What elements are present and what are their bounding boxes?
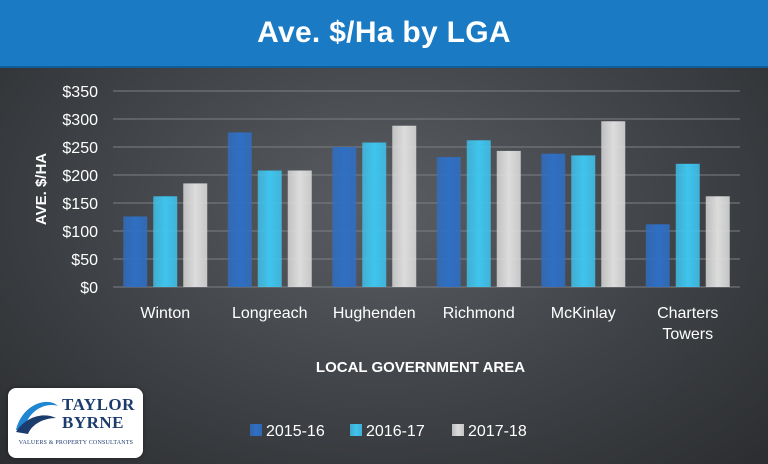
y-tick-label: $0 bbox=[80, 280, 98, 297]
bar bbox=[362, 142, 387, 287]
bar bbox=[571, 155, 596, 287]
logo-name-line2: BYRNE bbox=[62, 413, 125, 432]
legend-label: 2017-18 bbox=[468, 423, 527, 440]
bar bbox=[287, 170, 312, 287]
y-tick-label: $100 bbox=[62, 224, 98, 241]
legend-swatch bbox=[350, 424, 362, 436]
bar bbox=[257, 170, 282, 287]
y-tick-label: $350 bbox=[62, 84, 98, 101]
bar bbox=[675, 163, 700, 287]
bar bbox=[392, 125, 417, 287]
bar bbox=[332, 147, 357, 287]
logo-name: TAYLOR BYRNE bbox=[62, 396, 140, 432]
bar bbox=[227, 132, 252, 287]
bar bbox=[466, 140, 491, 287]
legend-swatch bbox=[250, 424, 262, 436]
x-category-label: Hughenden bbox=[333, 305, 416, 322]
logo-name-line1: TAYLOR bbox=[62, 395, 135, 414]
x-axis-title: LOCAL GOVERNMENT AREA bbox=[316, 359, 525, 376]
x-category-label: Charters bbox=[657, 305, 718, 322]
legend-label: 2016-17 bbox=[366, 423, 425, 440]
y-tick-label: $150 bbox=[62, 196, 98, 213]
bar bbox=[645, 224, 670, 287]
bar bbox=[436, 157, 461, 287]
y-tick-label: $300 bbox=[62, 112, 98, 129]
bar bbox=[153, 196, 178, 287]
y-tick-label: $200 bbox=[62, 168, 98, 185]
bar bbox=[541, 153, 566, 287]
y-axis-title: AVE. $/HA bbox=[33, 153, 50, 225]
x-category-label: Winton bbox=[140, 305, 190, 322]
logo-tagline: VALUERS & PROPERTY CONSULTANTS bbox=[18, 440, 134, 446]
bar bbox=[496, 150, 521, 287]
company-logo: TAYLOR BYRNE VALUERS & PROPERTY CONSULTA… bbox=[8, 388, 143, 458]
y-tick-label: $250 bbox=[62, 140, 98, 157]
bar bbox=[601, 121, 626, 288]
bar bbox=[183, 183, 208, 287]
bar bbox=[123, 216, 148, 287]
x-category-label: Richmond bbox=[443, 305, 515, 322]
y-tick-label: $50 bbox=[71, 252, 98, 269]
x-category-label: Towers bbox=[662, 326, 713, 343]
x-category-label: McKinlay bbox=[551, 305, 616, 322]
chart-title: Ave. $/Ha by LGA bbox=[257, 16, 511, 49]
title-banner: Ave. $/Ha by LGA bbox=[0, 0, 768, 68]
legend-swatch bbox=[452, 424, 464, 436]
swoosh-logo-icon bbox=[16, 401, 58, 434]
bar bbox=[705, 196, 730, 287]
legend-label: 2015-16 bbox=[266, 423, 325, 440]
x-category-label: Longreach bbox=[232, 305, 308, 322]
